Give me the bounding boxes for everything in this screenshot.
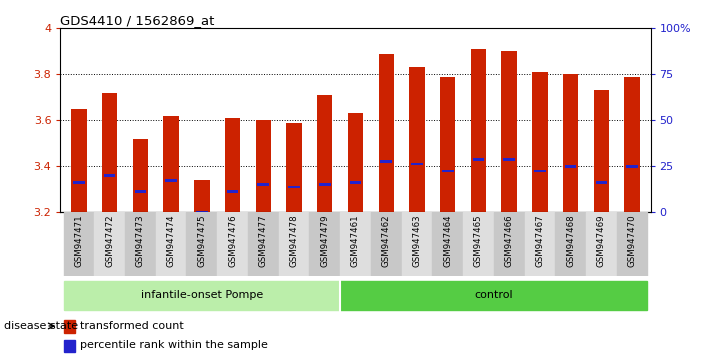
Bar (411, 163, 423, 165)
Text: GSM947469: GSM947469 (597, 214, 606, 267)
Text: GSM947479: GSM947479 (320, 214, 329, 267)
Bar (350, 181, 361, 184)
Bar (133, 139, 148, 212)
Bar (165, 179, 177, 182)
Bar (432, 212, 463, 276)
Bar (64, 339, 75, 352)
Bar (501, 51, 517, 212)
Bar (95, 212, 125, 276)
Text: GSM947464: GSM947464 (443, 214, 452, 267)
Text: GSM947465: GSM947465 (474, 214, 483, 267)
Bar (194, 180, 210, 212)
Text: GSM947470: GSM947470 (628, 214, 636, 267)
Bar (64, 320, 75, 333)
Bar (134, 190, 146, 193)
Bar (186, 212, 217, 276)
Bar (279, 212, 309, 276)
Bar (442, 170, 454, 172)
Text: infantile-onset Pompe: infantile-onset Pompe (141, 290, 263, 300)
Bar (73, 181, 85, 184)
Bar (288, 186, 300, 188)
Bar (248, 212, 279, 276)
Bar (440, 76, 455, 212)
Text: transformed count: transformed count (80, 321, 183, 331)
Bar (555, 212, 586, 276)
Bar (287, 122, 301, 212)
Bar (340, 212, 371, 276)
Bar (463, 212, 494, 276)
Bar (257, 183, 269, 186)
Bar (104, 174, 115, 177)
Bar (503, 158, 515, 161)
Bar (594, 90, 609, 212)
Text: GSM947478: GSM947478 (289, 214, 299, 267)
Bar (164, 116, 178, 212)
Bar (624, 76, 640, 212)
Bar (227, 190, 238, 193)
Bar (63, 212, 95, 276)
Bar (102, 93, 117, 212)
Text: GSM947476: GSM947476 (228, 214, 237, 267)
Text: GSM947461: GSM947461 (351, 214, 360, 267)
Text: GSM947475: GSM947475 (198, 214, 206, 267)
Bar (319, 183, 331, 186)
Bar (533, 72, 547, 212)
Bar (534, 170, 546, 172)
Bar (378, 53, 394, 212)
Bar (340, 281, 648, 310)
Text: GSM947462: GSM947462 (382, 214, 391, 267)
Text: GSM947473: GSM947473 (136, 214, 145, 267)
Bar (309, 212, 340, 276)
Bar (348, 113, 363, 212)
Bar (63, 281, 340, 310)
Text: control: control (474, 290, 513, 300)
Text: GSM947463: GSM947463 (412, 214, 422, 267)
Bar (565, 165, 577, 168)
Bar (225, 118, 240, 212)
Bar (563, 74, 578, 212)
Bar (125, 212, 156, 276)
Bar (410, 67, 424, 212)
Bar (616, 212, 648, 276)
Bar (586, 212, 616, 276)
Text: disease state: disease state (4, 321, 77, 331)
Text: GSM947467: GSM947467 (535, 214, 545, 267)
Text: GSM947472: GSM947472 (105, 214, 114, 267)
Text: GDS4410 / 1562869_at: GDS4410 / 1562869_at (60, 14, 215, 27)
Bar (71, 109, 87, 212)
Bar (471, 49, 486, 212)
Bar (494, 212, 525, 276)
Text: GSM947466: GSM947466 (505, 214, 513, 267)
Bar (371, 212, 402, 276)
Text: GSM947471: GSM947471 (75, 214, 83, 267)
Bar (402, 212, 432, 276)
Bar (196, 211, 208, 214)
Bar (596, 181, 607, 184)
Bar (217, 212, 248, 276)
Bar (256, 120, 271, 212)
Bar (525, 212, 555, 276)
Bar (473, 158, 484, 161)
Text: GSM947477: GSM947477 (259, 214, 268, 267)
Text: GSM947474: GSM947474 (166, 214, 176, 267)
Bar (156, 212, 186, 276)
Text: GSM947468: GSM947468 (566, 214, 575, 267)
Bar (626, 165, 638, 168)
Bar (317, 95, 333, 212)
Text: percentile rank within the sample: percentile rank within the sample (80, 341, 267, 350)
Bar (380, 160, 392, 163)
